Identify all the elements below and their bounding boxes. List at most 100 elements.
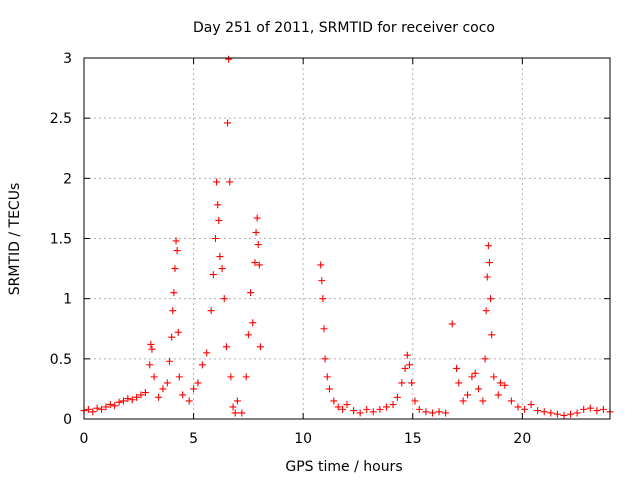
data-point: [382, 403, 390, 411]
data-points: [80, 55, 614, 419]
data-point: [455, 379, 463, 387]
data-point: [244, 331, 252, 339]
data-point: [194, 379, 202, 387]
chart-title: Day 251 of 2011, SRMTID for receiver coc…: [193, 20, 495, 36]
data-point: [213, 178, 221, 186]
data-point: [501, 381, 509, 389]
y-tick-label: 0.5: [50, 352, 72, 368]
data-point: [593, 407, 601, 415]
data-point: [334, 403, 342, 411]
data-point: [106, 401, 114, 409]
data-point: [249, 319, 257, 327]
data-point: [435, 408, 443, 416]
data-point: [507, 397, 515, 405]
data-point: [330, 397, 338, 405]
data-point: [319, 295, 327, 303]
data-point: [453, 364, 461, 372]
data-point: [401, 364, 409, 372]
data-point: [133, 393, 141, 401]
data-point: [111, 402, 119, 410]
data-point: [369, 408, 377, 416]
x-axis-label: GPS time / hours: [285, 459, 402, 475]
data-point: [214, 201, 222, 209]
data-point: [560, 411, 568, 419]
data-point: [93, 404, 101, 412]
data-point: [553, 410, 561, 418]
data-point: [227, 373, 235, 381]
data-point: [163, 379, 171, 387]
data-point: [405, 361, 413, 369]
data-point: [471, 369, 479, 377]
data-point: [527, 401, 535, 409]
data-point: [343, 401, 351, 409]
data-point: [534, 407, 542, 415]
data-point: [514, 403, 522, 411]
data-point: [586, 404, 594, 412]
data-point: [481, 355, 489, 363]
data-point: [174, 328, 182, 336]
data-point: [580, 405, 588, 413]
data-point: [84, 405, 92, 413]
data-point: [442, 409, 450, 417]
y-tick-label: 1: [63, 292, 72, 308]
data-point: [226, 178, 234, 186]
data-point: [224, 119, 232, 127]
plot-frame: [83, 57, 611, 420]
data-point: [247, 289, 255, 297]
data-point: [168, 333, 176, 341]
data-point: [171, 265, 179, 273]
data-point: [487, 295, 495, 303]
data-point: [540, 408, 548, 416]
data-point: [225, 55, 233, 63]
data-point: [238, 409, 246, 417]
data-point: [165, 357, 173, 365]
data-point: [233, 397, 241, 405]
data-point: [119, 397, 127, 405]
data-point: [490, 373, 498, 381]
data-point: [398, 379, 406, 387]
data-point: [128, 396, 136, 404]
data-point: [147, 340, 155, 348]
x-tick-label: 15: [404, 431, 422, 447]
data-point: [198, 361, 206, 369]
data-point: [222, 343, 230, 351]
data-point: [231, 409, 239, 417]
x-tick-label: 0: [80, 431, 89, 447]
x-tick-label: 5: [189, 431, 198, 447]
data-point: [89, 408, 97, 416]
data-point: [148, 345, 156, 353]
data-point: [494, 391, 502, 399]
y-tick-label: 1.5: [50, 232, 72, 248]
data-point: [190, 385, 198, 393]
data-point: [459, 397, 467, 405]
data-point: [255, 261, 263, 269]
data-point: [220, 295, 228, 303]
data-point: [448, 320, 456, 328]
data-point: [203, 349, 211, 357]
data-point: [599, 405, 607, 413]
data-point: [393, 393, 401, 401]
data-point: [415, 405, 423, 413]
data-point: [317, 261, 325, 269]
data-point: [253, 214, 261, 222]
data-point: [325, 385, 333, 393]
data-point: [321, 355, 329, 363]
data-point: [252, 228, 260, 236]
data-point: [482, 307, 490, 315]
data-point: [209, 271, 217, 279]
data-point: [115, 398, 123, 406]
data-point: [403, 351, 411, 359]
data-point: [376, 405, 384, 413]
x-tick-label: 10: [294, 431, 312, 447]
data-point: [323, 373, 331, 381]
y-tick-label: 2.5: [50, 111, 72, 127]
data-point: [98, 405, 106, 413]
data-point: [428, 409, 436, 417]
data-point: [173, 247, 181, 255]
data-point: [422, 408, 430, 416]
data-point: [411, 397, 419, 405]
data-point: [212, 235, 219, 242]
data-point: [256, 343, 264, 351]
data-point: [169, 307, 177, 315]
data-point: [141, 389, 149, 397]
